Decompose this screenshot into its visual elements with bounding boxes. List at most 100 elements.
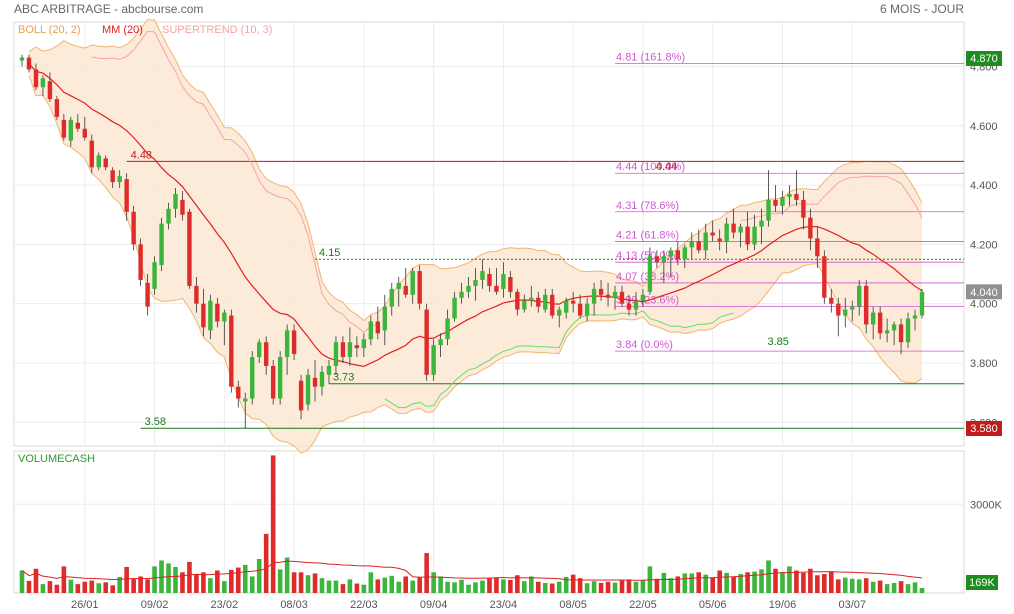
candle-body [47,81,53,100]
candle-body [403,285,408,295]
candle-body [661,256,667,263]
volume-bar [222,581,227,593]
x-tick-label: 23/04 [490,599,518,611]
candle-body [263,342,269,366]
x-tick-label: 26/01 [71,599,99,611]
x-tick-label: 03/07 [838,599,866,611]
candle-body [110,170,115,183]
supertrend-up [384,310,734,409]
badge-low-bg [966,421,1002,436]
candle-body [480,271,485,280]
volume-bar [249,576,255,593]
volume-bar [68,579,74,593]
volume-bar [215,570,220,593]
candle-body [731,223,736,233]
candle-body [305,374,311,405]
candle-body [863,285,869,325]
volume-bar [277,569,283,593]
candle-body [368,321,374,340]
y-tick-label: 4.400 [970,180,998,192]
candle-body [438,339,443,346]
candle-body [877,312,883,334]
volume-bar [452,582,457,593]
volume-bar [787,566,792,593]
volume-bar [159,560,164,593]
candle-body [668,250,674,257]
candle-body [152,262,157,289]
candle-body [815,238,820,257]
volume-bar [829,571,834,593]
candle-body [605,294,611,298]
candle-body [159,223,164,266]
volume-bar [431,572,436,593]
candle-body [26,57,32,70]
volume-bar [515,575,520,593]
candle-body [243,398,248,402]
volume-bar [33,568,39,593]
candle-body [591,288,597,304]
candle-body [431,345,436,375]
candle-body [689,241,694,248]
x-tick-label: 23/02 [211,599,239,611]
volume-bar [340,584,346,593]
volume-bar [508,579,513,593]
candle-body [354,345,360,349]
volume-bar [459,579,464,593]
candle-body [633,300,639,310]
candle-body [891,324,897,331]
volume-bars [19,455,925,593]
volume-bar [305,575,311,593]
candle-body [187,211,192,286]
candle-body [96,155,101,168]
volume-bar [703,574,709,593]
candle-body [473,279,478,286]
volume-bar [759,569,764,593]
volume-bar [919,588,925,593]
volume-bar [61,566,67,593]
volume-panel [13,450,965,594]
candle-body [229,315,234,387]
candle-body [501,274,506,289]
volume-bar [26,580,32,593]
volume-bar [640,580,646,593]
candle-body [696,241,701,251]
volume-bar [89,580,95,593]
volume-bar [124,566,129,593]
volume-bar [291,572,297,593]
candle-body [138,244,143,280]
badge-high: 4.870 [970,53,998,65]
candle-body [396,282,401,289]
candle-body [703,232,708,251]
candle-body [19,57,25,61]
candle-body [452,297,457,319]
candle-body [75,122,81,129]
volume-bar [591,581,597,593]
candle-body [389,288,394,307]
level-label: 4.15 [319,247,340,259]
candle-body [843,309,848,316]
candle-body [424,309,429,375]
volume-bar [410,580,415,593]
volume-bar [577,578,583,593]
candle-body [333,342,339,366]
volume-bar [696,572,702,593]
candle-body [787,193,792,197]
candle-body [103,158,108,168]
volume-bar [501,579,506,593]
volume-bar [870,581,876,593]
volume-bar [731,576,736,593]
candle-body [326,365,332,375]
candle-body [173,193,178,209]
candle-body [61,119,67,138]
candle-body [180,199,185,215]
badge-volume-bg [966,575,998,590]
volume-bar [368,572,374,593]
candle-body [675,250,681,260]
price-annotation: 3.85 [767,336,788,348]
volume-bar [808,568,813,593]
badge-volume: 169K [969,577,995,589]
mm-line [28,63,923,368]
candle-body [808,217,813,239]
candle-body [577,303,583,316]
